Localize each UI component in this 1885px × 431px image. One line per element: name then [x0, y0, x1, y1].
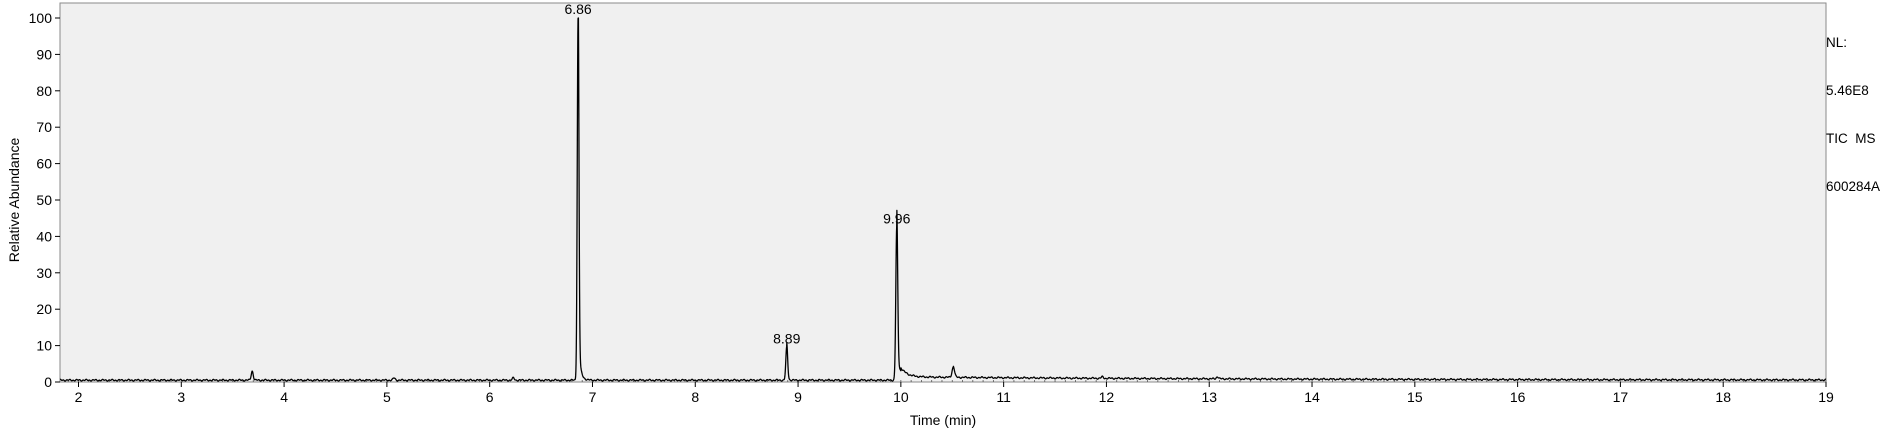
nl-value: 5.46E8	[1826, 83, 1869, 98]
plot-area	[59, 2, 1827, 383]
x-tick-label: 3	[177, 389, 185, 405]
x-axis: 2 3 4 5 6 7 8 9 10 11 12 13 14 15 16 17 18 19	[75, 382, 1834, 405]
peak-labels: 6.86 8.89 9.96	[564, 1, 910, 346]
x-axis-title: Time (min)	[910, 412, 976, 428]
x-tick-label: 15	[1407, 389, 1423, 405]
y-axis-title: Relative Abundance	[6, 138, 22, 263]
scan-type: TIC MS	[1826, 131, 1876, 146]
y-tick-label: 70	[36, 119, 52, 135]
y-tick-label: 0	[44, 374, 52, 390]
x-tick-label: 7	[589, 389, 597, 405]
x-tick-label: 6	[486, 389, 494, 405]
x-tick-label: 19	[1818, 389, 1834, 405]
y-tick-label: 40	[36, 228, 52, 244]
nl-label: NL:	[1826, 35, 1848, 50]
x-tick-label: 4	[280, 389, 288, 405]
y-tick-label: 90	[36, 46, 52, 62]
y-axis: 0 10 20 30 40 50 60 70 80 90 100	[29, 10, 60, 390]
y-tick-label: 10	[36, 338, 52, 354]
peak-label: 9.96	[883, 210, 910, 226]
sample-id: 600284A	[1826, 179, 1881, 194]
y-tick-label: 30	[36, 265, 52, 281]
peak-label: 6.86	[564, 1, 591, 17]
x-tick-label: 16	[1510, 389, 1526, 405]
x-axis-minor-ticks	[67, 380, 1827, 382]
x-tick-label: 5	[383, 389, 391, 405]
x-tick-label: 8	[691, 389, 699, 405]
y-tick-label: 60	[36, 156, 52, 172]
x-tick-label: 18	[1715, 389, 1731, 405]
y-tick-label: 100	[29, 10, 53, 26]
y-tick-label: 80	[36, 83, 52, 99]
x-tick-label: 2	[75, 389, 83, 405]
y-tick-label: 50	[36, 192, 52, 208]
x-tick-label: 9	[794, 389, 802, 405]
tic-trace-line	[59, 17, 1827, 382]
x-tick-label: 11	[996, 389, 1011, 405]
x-tick-label: 13	[1201, 389, 1217, 405]
x-tick-label: 14	[1304, 389, 1320, 405]
info-box: NL: 5.46E8 TIC MS 600284A	[1826, 3, 1880, 211]
peak-label: 8.89	[773, 330, 800, 346]
y-tick-label: 20	[36, 301, 52, 317]
x-tick-label: 17	[1613, 389, 1629, 405]
x-tick-label: 12	[1099, 389, 1115, 405]
x-tick-label: 10	[893, 389, 909, 405]
